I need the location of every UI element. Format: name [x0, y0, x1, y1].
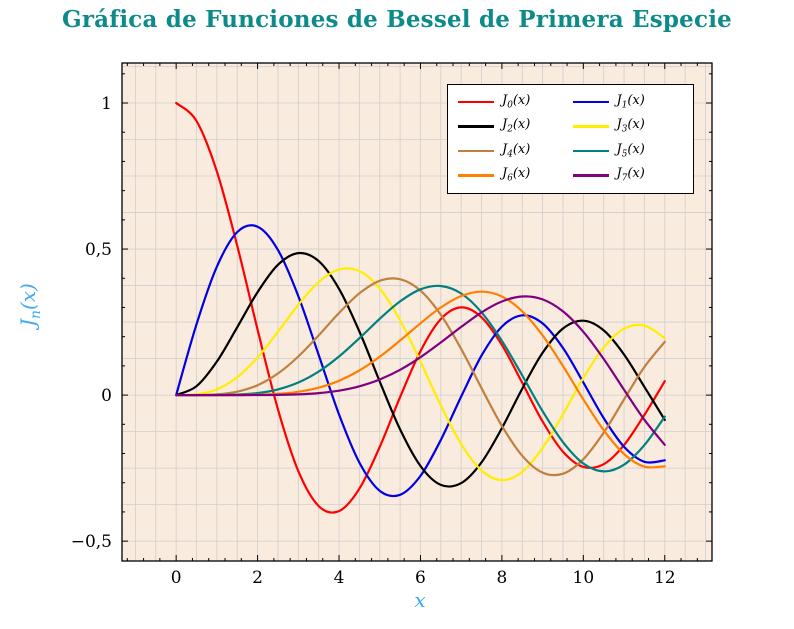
legend-item-j4: J4(x) — [458, 143, 569, 159]
legend-label-j5: J5(x) — [616, 141, 645, 160]
y-tick-label: 0 — [101, 386, 112, 406]
curves — [175, 101, 666, 514]
legend: J0(x) J1(x) J2(x) J3(x) J4(x) J5(x) J6(x… — [447, 84, 694, 194]
legend-line-sample-j3 — [572, 125, 609, 128]
x-tick-label: 10 — [573, 568, 595, 588]
y-tick-label: 0,5 — [85, 240, 112, 260]
legend-item-j7: J7(x) — [572, 166, 684, 184]
x-tick-label: 0 — [171, 568, 182, 588]
curve-j5 — [175, 284, 666, 473]
x-axis-label-text: x — [414, 588, 426, 612]
legend-item-j3: J3(x) — [572, 117, 684, 136]
legend-line-sample-j7 — [572, 174, 609, 177]
tick-labels: 0 2 4 6 8 10 12 1 0,5 0 −0,5 — [71, 94, 676, 588]
plot-frame — [121, 62, 713, 562]
legend-label-j3: J3(x) — [616, 117, 645, 136]
curve-j3 — [175, 267, 666, 482]
legend-item-j5: J5(x) — [572, 141, 684, 160]
x-tick-label: 8 — [496, 568, 507, 588]
legend-line-sample-j1 — [572, 101, 609, 104]
legend-line-sample-j2 — [458, 125, 494, 128]
y-axis-label-text: Jn(x) — [16, 283, 44, 327]
legend-item-j0: J0(x) — [458, 94, 569, 110]
x-axis-label: x — [320, 588, 520, 612]
x-tick-label: 12 — [654, 568, 676, 588]
y-tick-label: 1 — [101, 94, 112, 114]
legend-item-j1: J1(x) — [572, 93, 684, 111]
legend-line-sample-j5 — [572, 149, 609, 153]
legend-label-j6: J6(x) — [502, 166, 531, 184]
curve-j7 — [175, 295, 666, 446]
chart-title: Gráfica de Funciones de Bessel de Primer… — [61, 6, 732, 33]
legend-label-j2: J2(x) — [502, 117, 531, 136]
legend-label-j7: J7(x) — [616, 166, 645, 184]
legend-line-sample-j4 — [458, 149, 494, 153]
curve-j4 — [175, 277, 666, 477]
legend-item-j2: J2(x) — [458, 118, 569, 134]
x-tick-label: 6 — [415, 568, 426, 588]
legend-line-sample-j0 — [458, 101, 494, 104]
legend-item-j6: J6(x) — [458, 167, 569, 183]
curve-j2 — [175, 251, 666, 488]
legend-label-j0: J0(x) — [502, 93, 531, 111]
legend-label-j4: J4(x) — [502, 141, 531, 160]
legend-label-j1: J1(x) — [616, 93, 645, 111]
x-tick-label: 4 — [334, 568, 345, 588]
ticks — [122, 63, 712, 561]
y-tick-label: −0,5 — [71, 532, 112, 552]
y-axis-label: Jn(x) — [16, 283, 44, 327]
curve-j1 — [175, 224, 666, 498]
x-tick-label: 2 — [252, 568, 263, 588]
legend-line-sample-j6 — [458, 174, 494, 177]
